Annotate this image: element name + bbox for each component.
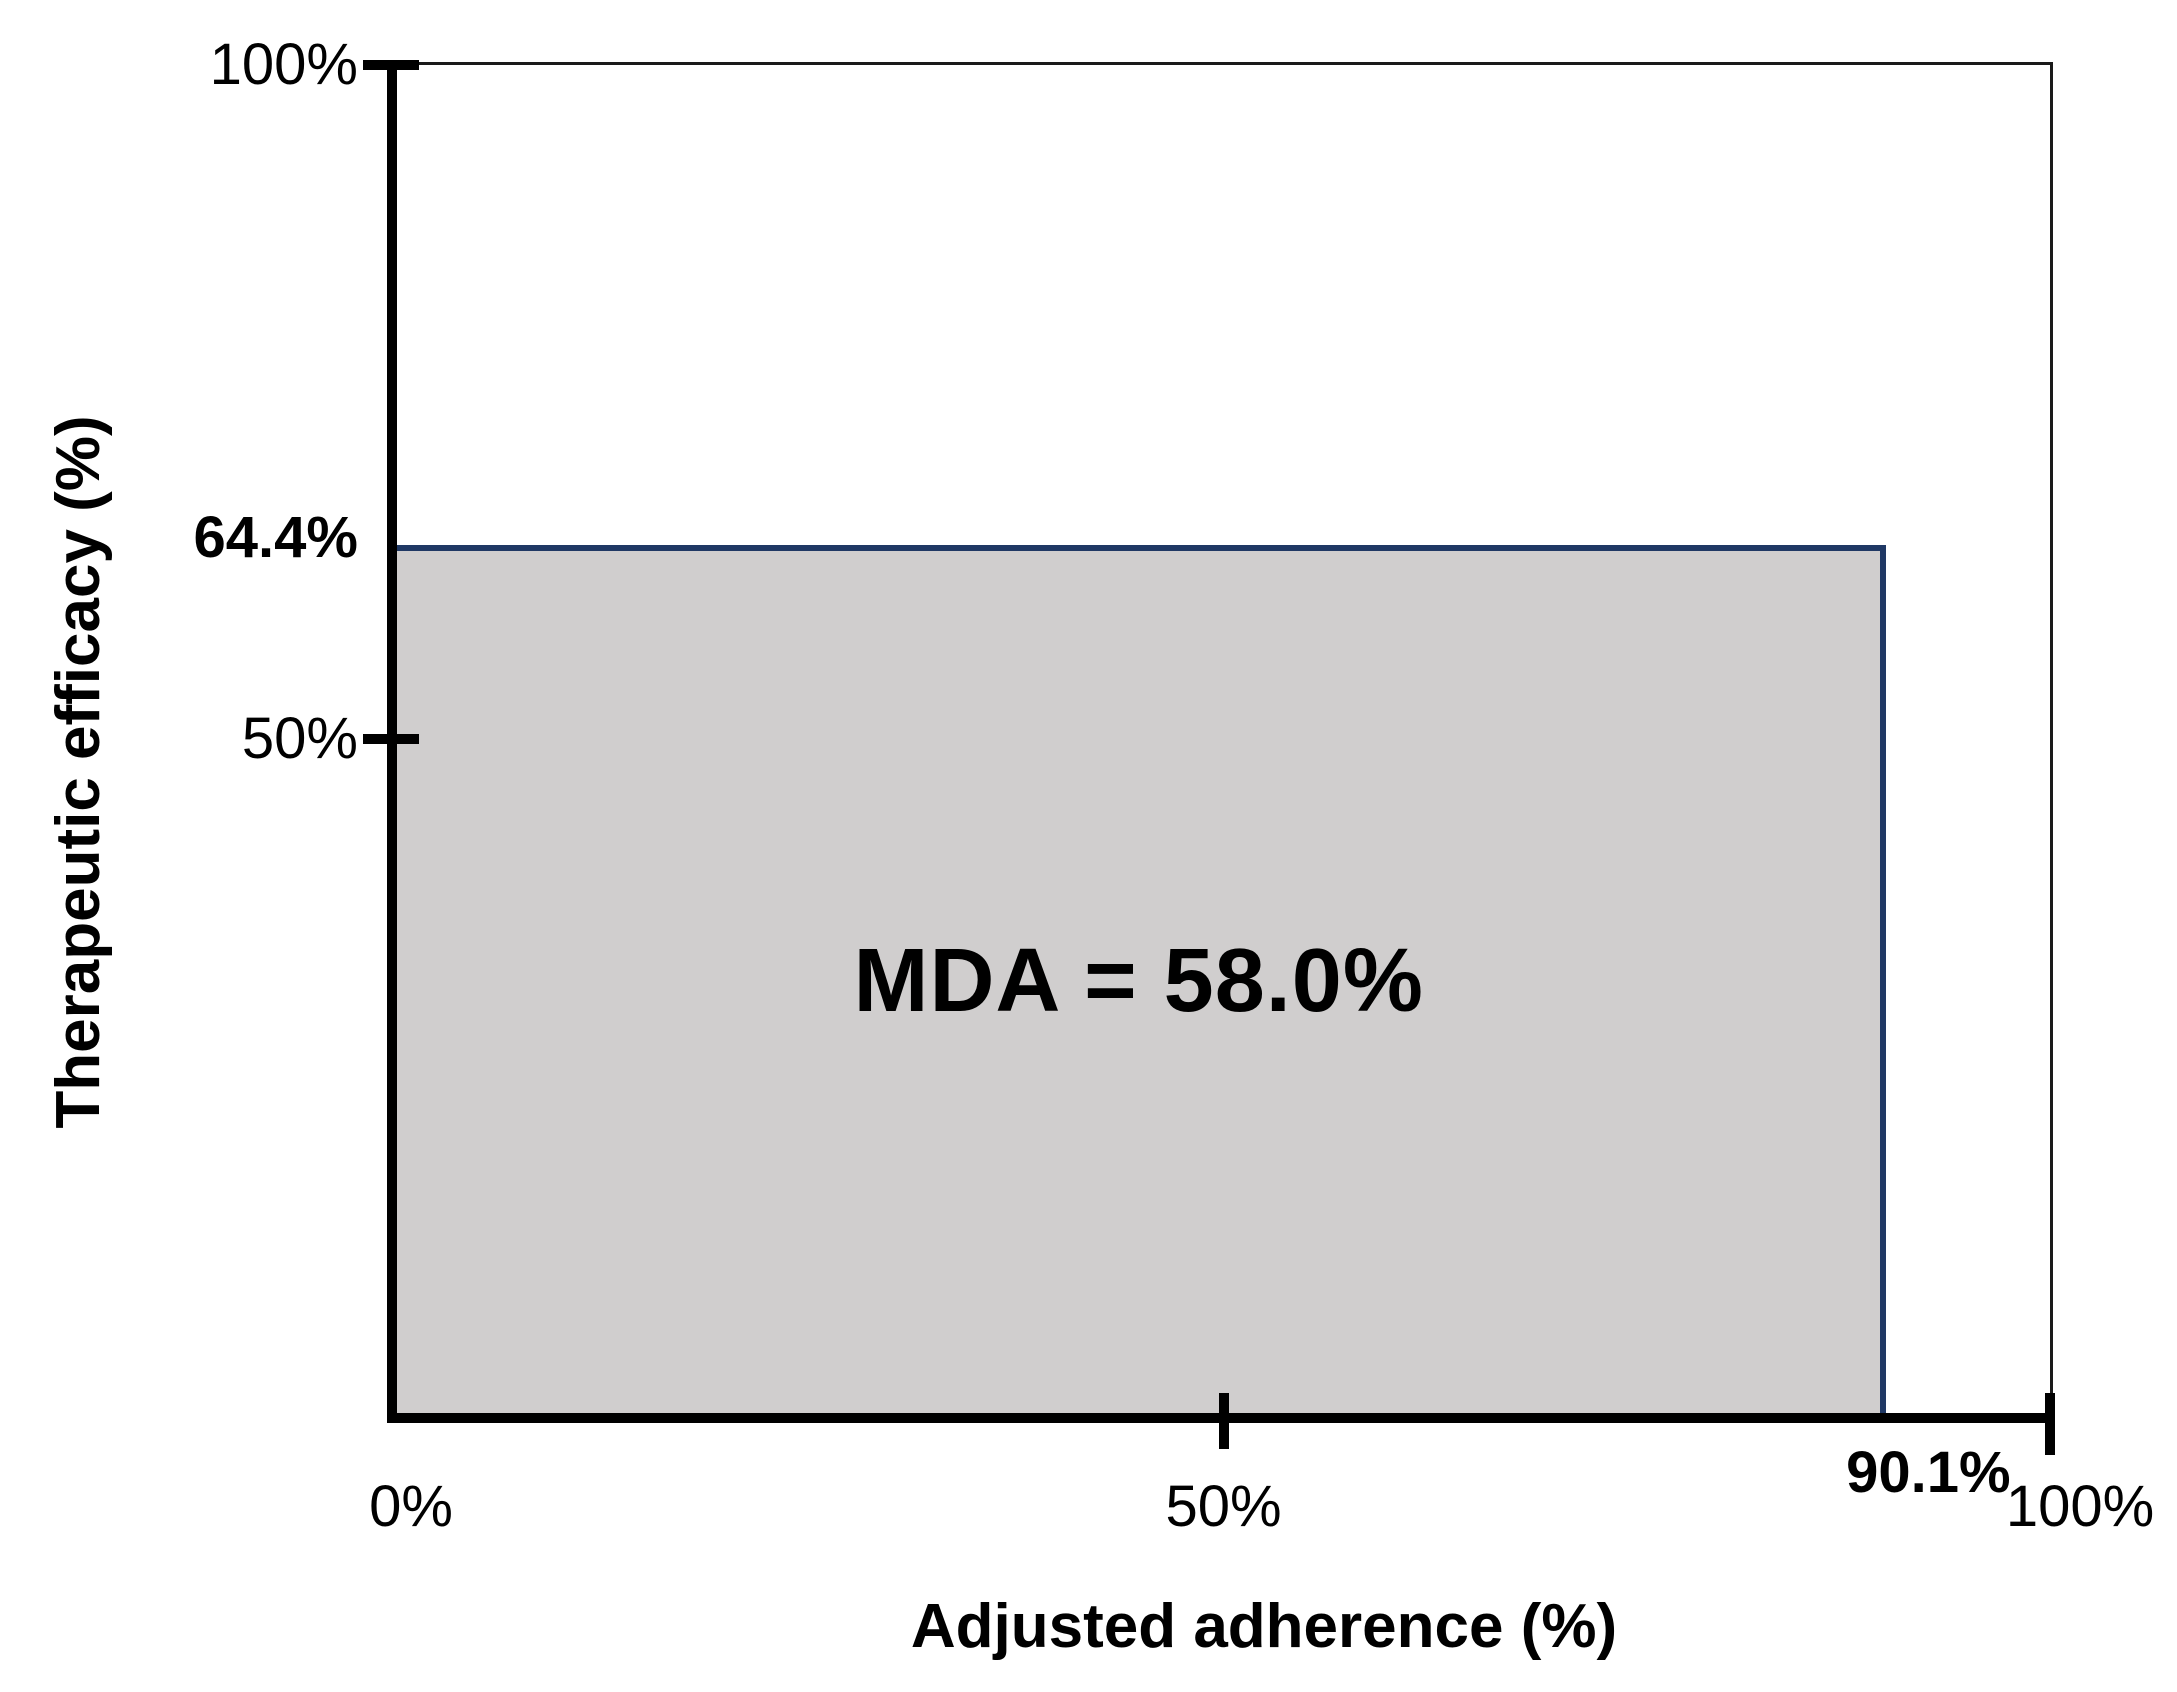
mda-value-label: MDA = 58.0% [853, 931, 1424, 1032]
y-tick-label-50: 50% [241, 706, 358, 771]
x-tick-label-90-1: 90.1% [1846, 1440, 2011, 1505]
y-axis-title: Therapeutic efficacy (%) [44, 415, 113, 1129]
plot-area: MDA = 58.0% [363, 60, 2055, 1455]
x-tick-label-50: 50% [1165, 1474, 1282, 1539]
y-axis-tick-100 [363, 60, 419, 70]
y-tick-label-64-4: 64.4% [193, 504, 358, 570]
x-axis-title: Adjusted adherence (%) [910, 1592, 1618, 1661]
x-axis-tick-100 [2045, 1393, 2055, 1455]
y-tick-label-100: 100% [209, 32, 358, 97]
x-axis-tick-50 [1218, 1393, 1229, 1449]
y-axis-tick-50 [363, 734, 419, 744]
x-tick-label-0: 0% [369, 1474, 453, 1539]
x-tick-label-100: 100% [2005, 1474, 2155, 1539]
mda-area-rect: MDA = 58.0% [397, 544, 1887, 1413]
